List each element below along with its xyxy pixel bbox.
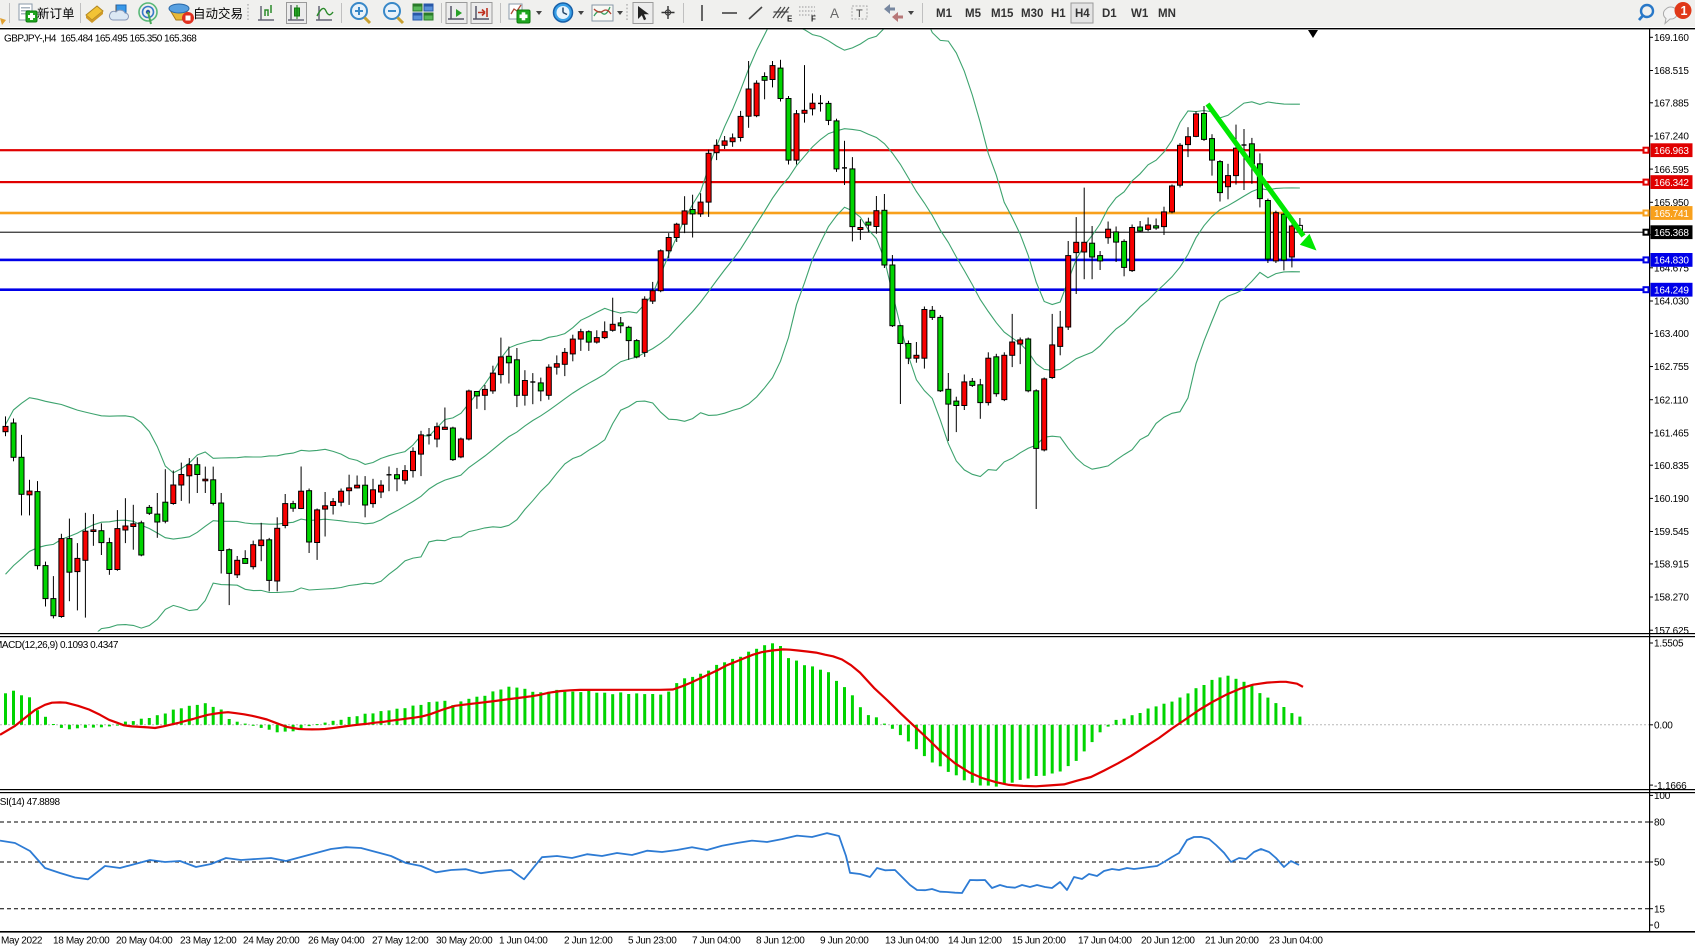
svg-text:1.5505: 1.5505 xyxy=(1654,639,1684,650)
svg-text:158.270: 158.270 xyxy=(1654,593,1689,604)
svg-text:100: 100 xyxy=(1654,791,1671,802)
svg-text:M15: M15 xyxy=(991,8,1014,20)
svg-text:14 Jun 12:00: 14 Jun 12:00 xyxy=(948,936,1002,947)
svg-text:-1.1666: -1.1666 xyxy=(1654,781,1687,792)
svg-text:2 Jun 12:00: 2 Jun 12:00 xyxy=(564,936,613,947)
svg-text:168.515: 168.515 xyxy=(1654,66,1689,77)
svg-text:MACD(12,26,9) 0.1093 0.4347: MACD(12,26,9) 0.1093 0.4347 xyxy=(0,640,119,651)
svg-text:17 Jun 04:00: 17 Jun 04:00 xyxy=(1078,936,1132,947)
svg-text:163.400: 163.400 xyxy=(1654,329,1689,340)
svg-text:161.465: 161.465 xyxy=(1654,429,1689,440)
svg-text:F: F xyxy=(811,15,816,24)
svg-text:D1: D1 xyxy=(1102,8,1117,20)
svg-text:165.950: 165.950 xyxy=(1654,198,1689,209)
svg-text:7 Jun 04:00: 7 Jun 04:00 xyxy=(692,936,741,947)
svg-text:GBPJPY-,H4 165.484 165.495 16: GBPJPY-,H4 165.484 165.495 165.350 165.3… xyxy=(4,34,197,45)
svg-text:13 Jun 04:00: 13 Jun 04:00 xyxy=(885,936,939,947)
svg-text:80: 80 xyxy=(1654,818,1665,829)
svg-text:18 May 20:00: 18 May 20:00 xyxy=(53,936,110,947)
svg-text:1 Jun 04:00: 1 Jun 04:00 xyxy=(499,936,548,947)
svg-text:166.595: 166.595 xyxy=(1654,165,1689,176)
svg-text:新订单: 新订单 xyxy=(37,6,75,21)
svg-text:0: 0 xyxy=(1654,921,1660,932)
svg-text:160.190: 160.190 xyxy=(1654,494,1689,505)
svg-text:W1: W1 xyxy=(1131,8,1149,20)
svg-text:20 May 04:00: 20 May 04:00 xyxy=(116,936,173,947)
svg-text:164.030: 164.030 xyxy=(1654,297,1689,308)
svg-text:158.915: 158.915 xyxy=(1654,560,1689,571)
svg-text:160.835: 160.835 xyxy=(1654,461,1689,472)
svg-text:165.741: 165.741 xyxy=(1654,209,1689,220)
svg-text:165.368: 165.368 xyxy=(1654,228,1689,239)
svg-text:M5: M5 xyxy=(965,8,982,20)
svg-text:30 May 20:00: 30 May 20:00 xyxy=(436,936,493,947)
svg-text:T: T xyxy=(856,8,863,20)
svg-text:RSI(14) 47.8898: RSI(14) 47.8898 xyxy=(0,797,61,808)
svg-text:162.110: 162.110 xyxy=(1654,395,1689,406)
svg-text:23 May 12:00: 23 May 12:00 xyxy=(180,936,237,947)
svg-text:H4: H4 xyxy=(1075,8,1090,20)
svg-text:5 Jun 23:00: 5 Jun 23:00 xyxy=(628,936,677,947)
svg-text:M1: M1 xyxy=(936,8,953,20)
svg-text:23 Jun 04:00: 23 Jun 04:00 xyxy=(1269,936,1323,947)
svg-text:162.755: 162.755 xyxy=(1654,362,1689,373)
svg-text:166.342: 166.342 xyxy=(1654,178,1689,189)
svg-text:15: 15 xyxy=(1654,904,1665,915)
svg-text:A: A xyxy=(830,6,839,21)
svg-text:166.963: 166.963 xyxy=(1654,146,1689,157)
svg-text:15 Jun 20:00: 15 Jun 20:00 xyxy=(1012,936,1066,947)
svg-text:E: E xyxy=(787,15,793,24)
svg-text:157.625: 157.625 xyxy=(1654,626,1689,637)
svg-text:159.545: 159.545 xyxy=(1654,527,1689,538)
svg-text:26 May 04:00: 26 May 04:00 xyxy=(308,936,365,947)
svg-text:MN: MN xyxy=(1158,8,1176,20)
svg-text:164.830: 164.830 xyxy=(1654,256,1689,267)
svg-text:9 Jun 20:00: 9 Jun 20:00 xyxy=(820,936,869,947)
svg-text:1: 1 xyxy=(1681,4,1688,18)
svg-text:自动交易: 自动交易 xyxy=(193,6,243,21)
svg-text:24 May 20:00: 24 May 20:00 xyxy=(243,936,300,947)
svg-text:50: 50 xyxy=(1654,858,1665,869)
svg-text:0.00: 0.00 xyxy=(1654,721,1673,732)
svg-text:169.160: 169.160 xyxy=(1654,33,1689,44)
svg-text:20 Jun 12:00: 20 Jun 12:00 xyxy=(1141,936,1195,947)
svg-text:May 2022: May 2022 xyxy=(1,936,43,947)
svg-text:167.240: 167.240 xyxy=(1654,132,1689,143)
svg-text:164.675: 164.675 xyxy=(1654,264,1689,275)
svg-text:27 May 12:00: 27 May 12:00 xyxy=(372,936,429,947)
svg-text:164.249: 164.249 xyxy=(1654,286,1689,297)
svg-text:H1: H1 xyxy=(1051,8,1066,20)
svg-text:M30: M30 xyxy=(1021,8,1043,20)
svg-text:167.885: 167.885 xyxy=(1654,99,1689,110)
svg-text:8 Jun 12:00: 8 Jun 12:00 xyxy=(756,936,805,947)
svg-text:21 Jun 20:00: 21 Jun 20:00 xyxy=(1205,936,1259,947)
